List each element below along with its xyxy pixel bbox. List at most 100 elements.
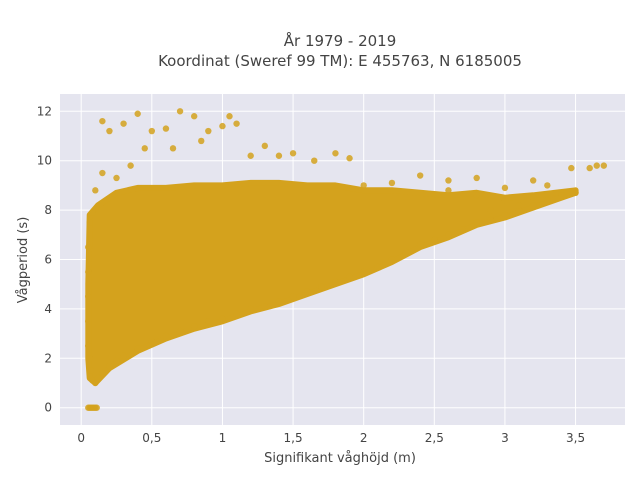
data-point: [445, 231, 452, 238]
data-point: [303, 288, 311, 295]
y-tick-labels: 0 2 4 6 8 10 12: [37, 104, 52, 414]
data-point: [487, 216, 495, 224]
data-point: [99, 117, 106, 125]
x-tick-label: 2,5: [425, 431, 444, 445]
data-point: [141, 145, 148, 152]
data-point: [190, 113, 198, 120]
data-point: [92, 379, 99, 387]
data-point: [473, 174, 480, 182]
data-point: [86, 219, 93, 226]
data-point: [233, 310, 240, 318]
data-point: [85, 243, 92, 251]
data-point: [247, 152, 254, 159]
data-point: [515, 206, 523, 214]
data-point: [289, 293, 297, 300]
x-tick-label: 3,5: [566, 431, 585, 445]
data-points: [85, 108, 608, 411]
data-point: [176, 108, 184, 115]
data-point: [388, 256, 396, 263]
data-point: [388, 179, 396, 187]
data-point: [120, 120, 127, 127]
y-tick-label: 4: [44, 302, 52, 316]
data-point: [226, 113, 233, 120]
y-axis-title: Vågperiod (s): [16, 217, 31, 304]
data-point: [431, 236, 438, 243]
data-point: [416, 241, 424, 248]
x-tick-label: 0,5: [142, 431, 161, 445]
data-point: [85, 318, 92, 325]
data-point: [402, 248, 410, 256]
x-tick-labels: 0 0,5 1 1,5 2 2,5 3 3,5: [77, 431, 585, 445]
data-point: [85, 342, 92, 350]
data-point: [501, 211, 509, 219]
data-point: [85, 268, 92, 276]
data-point: [134, 345, 141, 352]
data-point: [89, 209, 96, 216]
data-point: [501, 184, 509, 192]
data-point: [544, 197, 551, 204]
data-point: [106, 127, 113, 135]
data-point: [169, 145, 177, 152]
data-point: [459, 226, 466, 234]
data-point: [113, 357, 120, 364]
data-point: [529, 201, 537, 209]
data-point: [558, 192, 565, 199]
data-point: [93, 404, 100, 411]
data-point: [593, 162, 600, 169]
x-tick-label: 1,5: [284, 431, 303, 445]
data-point: [332, 150, 339, 157]
data-point: [176, 327, 184, 335]
data-point: [544, 182, 551, 189]
data-point: [346, 273, 353, 280]
chart-title-line-1: År 1979 - 2019: [284, 31, 397, 50]
data-point: [275, 298, 283, 305]
data-point: [162, 332, 170, 340]
x-tick-label: 3: [501, 431, 509, 445]
data-point: [106, 362, 113, 369]
data-point: [219, 315, 226, 322]
data-point: [113, 174, 120, 182]
data-point: [473, 219, 480, 226]
chart-title-line-2: Koordinat (Sweref 99 TM): E 455763, N 61…: [158, 52, 522, 70]
y-tick-label: 0: [44, 401, 52, 415]
data-point: [487, 206, 495, 214]
dense-point-cloud: [85, 179, 579, 386]
data-point: [85, 293, 92, 300]
data-point: [501, 197, 509, 204]
data-point: [289, 150, 297, 157]
y-tick-label: 10: [37, 154, 52, 168]
data-point: [86, 355, 93, 362]
data-point: [360, 182, 367, 189]
point-cloud: [85, 179, 579, 386]
data-point: [92, 187, 99, 194]
data-point: [572, 189, 579, 197]
data-point: [332, 278, 339, 285]
y-tick-label: 2: [44, 351, 52, 365]
data-point: [529, 194, 537, 201]
x-axis-title: Signifikant våghöjd (m): [264, 451, 416, 466]
data-point: [374, 263, 382, 271]
data-point: [190, 322, 198, 330]
data-point: [233, 120, 240, 127]
y-tick-label: 6: [44, 253, 52, 267]
x-tick-label: 2: [360, 431, 368, 445]
data-point: [198, 137, 205, 145]
data-point: [261, 303, 269, 310]
data-point: [275, 152, 283, 159]
data-point: [99, 169, 106, 177]
data-point: [346, 155, 353, 162]
y-tick-label: 12: [37, 104, 52, 118]
data-point: [94, 374, 102, 382]
data-point: [261, 142, 269, 150]
data-point: [87, 367, 95, 374]
data-point: [318, 283, 325, 290]
data-point: [120, 352, 127, 360]
grid-lines: [60, 94, 625, 425]
data-point: [134, 110, 141, 117]
data-point: [205, 318, 212, 325]
data-point: [360, 268, 367, 276]
data-point: [473, 192, 480, 199]
data-point: [515, 201, 523, 209]
data-point: [99, 369, 106, 377]
